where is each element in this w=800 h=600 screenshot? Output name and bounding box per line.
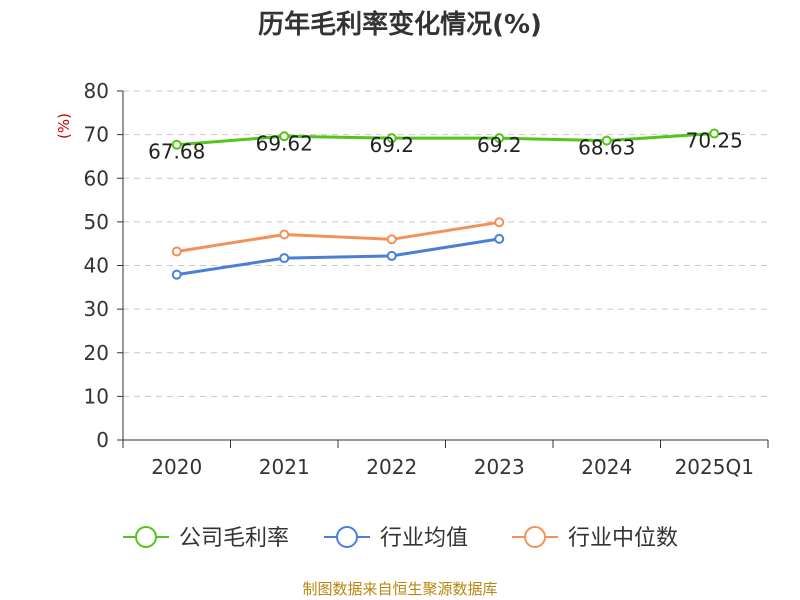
x-tick-label: 2024 bbox=[581, 455, 632, 479]
y-tick-label: 80 bbox=[84, 79, 109, 103]
series-line bbox=[176, 237, 500, 277]
data-label: 68.63 bbox=[578, 136, 635, 160]
data-label: 69.62 bbox=[256, 131, 313, 155]
series-line bbox=[176, 220, 500, 254]
data-point bbox=[386, 250, 397, 261]
data-label: 70.25 bbox=[686, 129, 743, 153]
legend-label: 公司毛利率 bbox=[179, 526, 289, 551]
data-point bbox=[279, 131, 290, 142]
y-tick-label: 50 bbox=[84, 210, 109, 234]
y-tick-label: 10 bbox=[84, 384, 109, 408]
legend-marker bbox=[135, 526, 157, 548]
x-tick-label: 2022 bbox=[366, 455, 417, 479]
data-point bbox=[494, 133, 505, 144]
data-label: 69.2 bbox=[477, 133, 522, 157]
data-point bbox=[494, 217, 505, 228]
data-point bbox=[601, 135, 612, 146]
y-tick-label: 60 bbox=[84, 166, 109, 190]
x-tick-label: 2023 bbox=[474, 455, 525, 479]
y-tick-label: 40 bbox=[84, 254, 109, 278]
data-labels: 67.68 69.62 69.2 69.2 68.63 70.25 bbox=[148, 129, 743, 164]
legend-marker bbox=[336, 526, 358, 548]
data-point bbox=[386, 133, 397, 144]
x-tick-label: 2020 bbox=[151, 455, 202, 479]
grid-lines bbox=[123, 90, 768, 397]
x-tick-label: 2021 bbox=[259, 455, 310, 479]
axes: 0 10 20 30 40 50 60 70 80 2020 2021 2022 2023 2024 202… bbox=[84, 79, 769, 479]
legend-label: 行业均值 bbox=[380, 526, 468, 551]
legend-item[interactable]: 公司毛利率 bbox=[123, 526, 289, 551]
y-tick-label: 0 bbox=[96, 428, 109, 452]
chart-title: 历年毛利率变化情况(%) bbox=[258, 10, 542, 40]
data-point bbox=[494, 233, 505, 244]
source-note: 制图数据来自恒生聚源数据库 bbox=[302, 580, 498, 598]
legend[interactable]: 公司毛利率 行业均值 行业中位数 bbox=[123, 526, 678, 551]
data-point bbox=[171, 269, 182, 280]
y-tick-label: 30 bbox=[84, 297, 109, 321]
data-point bbox=[709, 128, 720, 139]
x-tick-label: 2025Q1 bbox=[675, 455, 754, 479]
y-tick-label: 70 bbox=[84, 123, 109, 147]
data-label: 69.2 bbox=[369, 133, 414, 157]
data-label: 67.68 bbox=[148, 140, 205, 164]
legend-marker bbox=[524, 526, 546, 548]
data-point bbox=[386, 234, 397, 245]
data-point bbox=[279, 229, 290, 240]
data-point bbox=[171, 139, 182, 150]
legend-item[interactable]: 行业中位数 bbox=[512, 526, 678, 551]
legend-label: 行业中位数 bbox=[568, 526, 678, 551]
y-tick-label: 20 bbox=[84, 341, 109, 365]
y-axis-unit: (%) bbox=[55, 113, 73, 139]
data-point bbox=[171, 246, 182, 257]
series-line bbox=[176, 132, 715, 147]
data-point bbox=[279, 253, 290, 264]
legend-item[interactable]: 行业均值 bbox=[324, 526, 468, 551]
series-layer bbox=[171, 128, 720, 280]
